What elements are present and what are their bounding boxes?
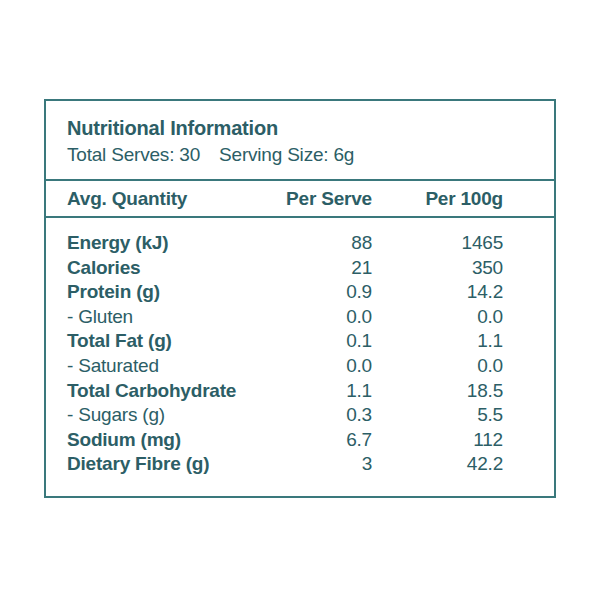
serving-size-text: Serving Size: 6g [219, 142, 354, 167]
row-per-100g: 14.2 [372, 280, 503, 305]
row-per-serve: 88 [262, 231, 372, 256]
row-per-100g: 112 [372, 428, 503, 453]
row-label: Sodium (mg) [67, 428, 262, 453]
row-per-serve: 3 [262, 452, 372, 477]
table-row: Protein (g) 0.9 14.2 [67, 280, 503, 305]
row-per-100g: 0.0 [372, 354, 503, 379]
row-per-serve: 0.0 [262, 305, 372, 330]
row-per-serve: 1.1 [262, 379, 372, 404]
column-header-quantity: Avg. Quantity [67, 188, 262, 210]
row-per-100g: 5.5 [372, 403, 503, 428]
serving-info: Total Serves: 30 Serving Size: 6g [67, 142, 534, 167]
row-per-100g: 18.5 [372, 379, 503, 404]
title-block: Nutritional Information Total Serves: 30… [46, 101, 554, 179]
table-row: Energy (kJ) 88 1465 [67, 231, 503, 256]
row-per-serve: 21 [262, 256, 372, 281]
row-label: - Gluten [67, 305, 262, 330]
row-label: Energy (kJ) [67, 231, 262, 256]
row-per-serve: 0.9 [262, 280, 372, 305]
table-row: Calories 21 350 [67, 256, 503, 281]
table-row: Total Carbohydrate 1.1 18.5 [67, 379, 503, 404]
row-per-100g: 1465 [372, 231, 503, 256]
table-header: Avg. Quantity Per Serve Per 100g [46, 179, 554, 218]
nutrition-label: Nutritional Information Total Serves: 30… [44, 99, 556, 498]
row-label: Total Carbohydrate [67, 379, 262, 404]
table-row: Dietary Fibre (g) 3 42.2 [67, 452, 503, 477]
column-header-per-serve: Per Serve [262, 188, 372, 210]
row-per-100g: 0.0 [372, 305, 503, 330]
row-label: Total Fat (g) [67, 329, 262, 354]
table-row-sub: - Sugars (g) 0.3 5.5 [67, 403, 503, 428]
label-title: Nutritional Information [67, 115, 534, 142]
row-label: Dietary Fibre (g) [67, 452, 262, 477]
row-per-100g: 1.1 [372, 329, 503, 354]
page-background: Nutritional Information Total Serves: 30… [0, 0, 600, 600]
row-per-serve: 0.0 [262, 354, 372, 379]
row-label: - Saturated [67, 354, 262, 379]
row-label: Protein (g) [67, 280, 262, 305]
table-row: Sodium (mg) 6.7 112 [67, 428, 503, 453]
total-serves-text: Total Serves: 30 [67, 142, 200, 167]
row-label: - Sugars (g) [67, 403, 262, 428]
row-per-serve: 0.1 [262, 329, 372, 354]
column-header-per-100g: Per 100g [372, 188, 503, 210]
row-per-serve: 6.7 [262, 428, 372, 453]
table-row-sub: - Saturated 0.0 0.0 [67, 354, 503, 379]
table-row: Total Fat (g) 0.1 1.1 [67, 329, 503, 354]
row-per-100g: 42.2 [372, 452, 503, 477]
table-body: Energy (kJ) 88 1465 Calories 21 350 Prot… [46, 218, 554, 496]
table-row-sub: - Gluten 0.0 0.0 [67, 305, 503, 330]
row-per-serve: 0.3 [262, 403, 372, 428]
row-per-100g: 350 [372, 256, 503, 281]
row-label: Calories [67, 256, 262, 281]
